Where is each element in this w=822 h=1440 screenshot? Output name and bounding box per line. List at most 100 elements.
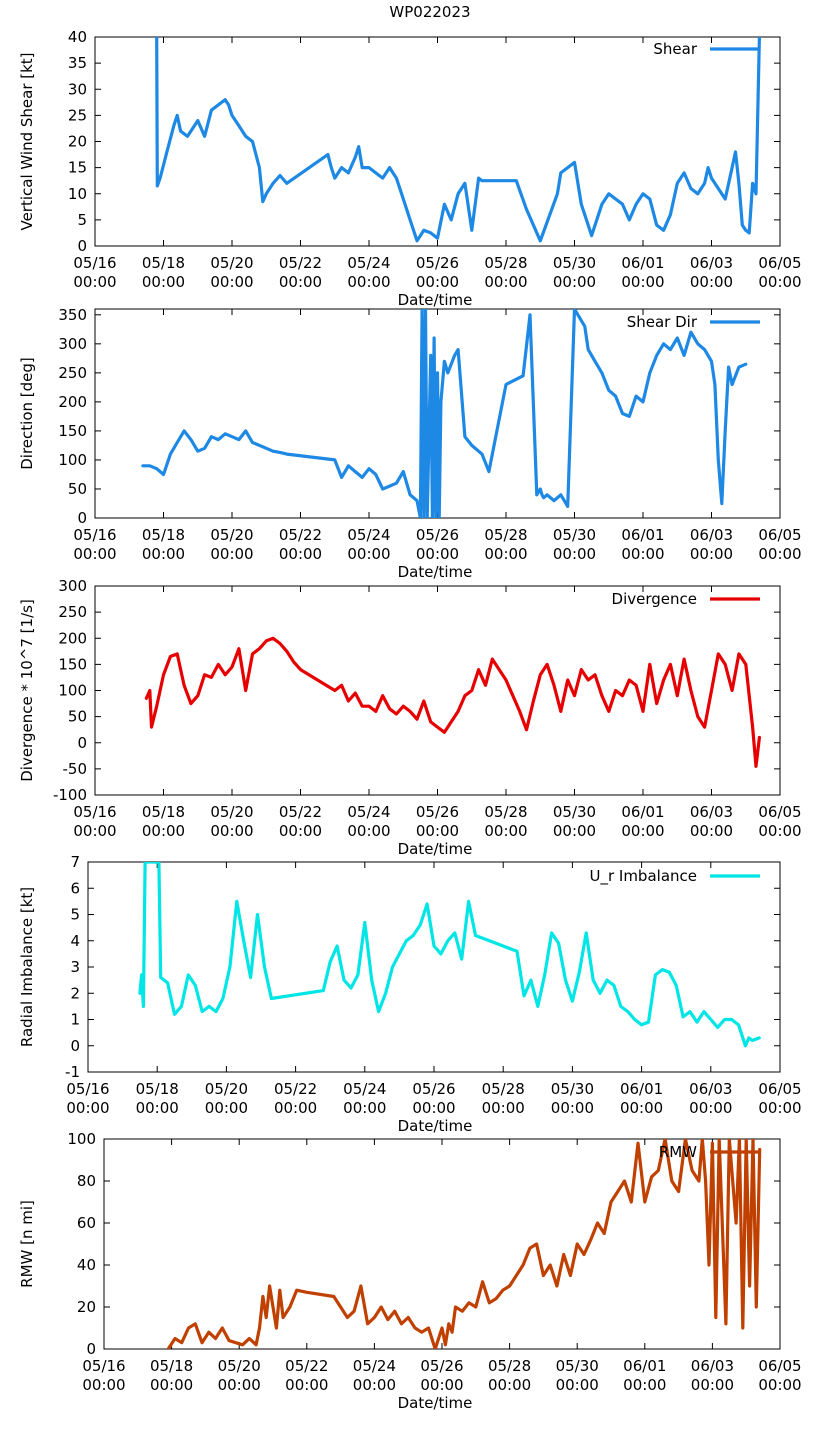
y-tick-label: 100	[58, 682, 87, 700]
x-tick-label: 05/18 00:00	[150, 1357, 193, 1394]
series-line-divergence	[144, 636, 762, 768]
x-tick-label: 06/05 00:00	[758, 254, 801, 291]
y-axis-label: Divergence * 10^7 [1/s]	[18, 599, 36, 782]
y-tick-label: 300	[58, 335, 87, 353]
y-axis-label: Radial Imbalance [kt]	[18, 887, 36, 1047]
y-axis-label: Vertical Wind Shear [kt]	[18, 52, 36, 230]
y-tick-label: 30	[68, 80, 87, 98]
x-tick-label: 05/30 00:00	[556, 1357, 599, 1394]
x-tick-label: 05/16 00:00	[73, 526, 116, 563]
y-tick-label: 5	[70, 906, 80, 924]
chart-1: 0 5 10 15 20 25 30 35 40 05/16 00:00 05/18 00:00 05/2…	[18, 28, 802, 309]
chart-5: 0 20 40 60 80 100 05/16 00:00 05/18 00:00 05/20 00:…	[18, 1130, 802, 1412]
y-tick-label: 300	[58, 577, 87, 595]
y-tick-label: 0	[86, 1340, 96, 1358]
y-tick-label: 10	[68, 185, 87, 203]
series-line-shear	[155, 37, 762, 243]
x-tick-label: 06/05 00:00	[758, 526, 801, 563]
y-tick-label: 3	[70, 958, 80, 976]
y-tick-label: 200	[58, 393, 87, 411]
x-tick-label: 05/28 00:00	[484, 803, 527, 840]
chart-3: -100 -50 0 50 100 150 200 250 300 05/16 00:00 05/18…	[18, 577, 802, 858]
legend-label: RMW	[659, 1143, 697, 1161]
y-axis-label: RMW [n mi]	[18, 1200, 36, 1288]
y-tick-label: 20	[77, 1298, 96, 1316]
plot-frame	[94, 36, 781, 247]
y-tick-label: 250	[58, 364, 87, 382]
plot-frame	[103, 1138, 781, 1350]
x-tick-label: 05/28 00:00	[482, 1080, 525, 1117]
y-tick-label: 100	[58, 451, 87, 469]
y-tick-label: 6	[70, 879, 80, 897]
y-tick-label: -100	[53, 786, 87, 804]
y-tick-label: 40	[68, 28, 87, 46]
x-tick-label: 05/22 00:00	[279, 526, 322, 563]
x-tick-label: 06/01 00:00	[621, 803, 664, 840]
x-tick-label: 05/18 00:00	[142, 803, 185, 840]
y-tick-label: 15	[68, 159, 87, 177]
y-axis-label: Direction [deg]	[18, 357, 36, 470]
x-tick-label: 05/24 00:00	[353, 1357, 396, 1394]
y-tick-label: -50	[63, 760, 88, 778]
y-tick-label: 0	[77, 237, 87, 255]
x-tick-label: 06/01 00:00	[621, 526, 664, 563]
y-tick-label: 5	[77, 211, 87, 229]
x-tick-label: 05/18 00:00	[136, 1080, 179, 1117]
x-tick-label: 05/16 00:00	[73, 254, 116, 291]
y-tick-label: 2	[70, 984, 80, 1002]
x-tick-label: 05/24 00:00	[347, 526, 390, 563]
x-tick-label: 05/20 00:00	[205, 1080, 248, 1117]
x-tick-label: 05/16 00:00	[66, 1080, 109, 1117]
y-tick-label: 150	[58, 655, 87, 673]
y-tick-label: 0	[77, 734, 87, 752]
x-tick-label: 05/26 00:00	[416, 803, 459, 840]
chart-2: 0 50 100 150 200 250 300 350 05/16 00:00 05/18 00:0…	[18, 306, 802, 581]
x-axis-label: Date/time	[398, 291, 473, 309]
y-tick-label: 150	[58, 422, 87, 440]
y-tick-label: 1	[70, 1011, 80, 1029]
x-tick-label: 05/22 00:00	[285, 1357, 328, 1394]
x-tick-label: 05/28 00:00	[484, 254, 527, 291]
y-tick-label: 100	[67, 1130, 96, 1148]
x-axis-label: Date/time	[398, 840, 473, 858]
y-tick-label: 60	[77, 1214, 96, 1232]
x-tick-label: 06/03 00:00	[690, 254, 733, 291]
x-tick-label: 05/24 00:00	[343, 1080, 386, 1117]
y-tick-label: 35	[68, 54, 87, 72]
x-tick-label: 05/30 00:00	[553, 803, 596, 840]
x-axis-label: Date/time	[398, 1394, 473, 1412]
x-tick-label: 05/30 00:00	[553, 254, 596, 291]
y-tick-label: -1	[65, 1063, 80, 1081]
x-tick-label: 05/24 00:00	[347, 803, 390, 840]
y-tick-label: 350	[58, 306, 87, 324]
series-line-rmw	[166, 1139, 762, 1349]
x-tick-label: 05/22 00:00	[279, 803, 322, 840]
x-tick-label: 06/01 00:00	[623, 1357, 666, 1394]
x-tick-label: 06/03 00:00	[689, 1080, 732, 1117]
series-line-shear-dir	[141, 309, 748, 518]
y-tick-label: 0	[77, 509, 87, 527]
x-tick-label: 05/26 00:00	[420, 1357, 463, 1394]
series-line-u-r-imbalance	[138, 862, 761, 1048]
x-tick-label: 05/26 00:00	[416, 254, 459, 291]
figure-title: WP022023	[389, 3, 470, 21]
x-tick-label: 06/05 00:00	[758, 1357, 801, 1394]
x-tick-label: 06/03 00:00	[690, 526, 733, 563]
x-tick-label: 06/03 00:00	[690, 803, 733, 840]
y-tick-label: 25	[68, 106, 87, 124]
chart-4: -1 0 1 2 3 4 5 6 7 05/16 00:00 05/18 00:00 05/20 00:00…	[18, 853, 802, 1135]
x-tick-label: 05/20 00:00	[210, 803, 253, 840]
x-tick-label: 05/20 00:00	[210, 526, 253, 563]
x-tick-label: 05/20 00:00	[218, 1357, 261, 1394]
plot-frame	[87, 861, 781, 1073]
y-tick-label: 50	[68, 480, 87, 498]
x-tick-label: 05/24 00:00	[347, 254, 390, 291]
legend-label: Shear	[653, 40, 697, 58]
y-tick-label: 80	[77, 1172, 96, 1190]
x-tick-label: 05/16 00:00	[82, 1357, 125, 1394]
x-tick-label: 05/26 00:00	[416, 526, 459, 563]
legend-label: Shear Dir	[627, 313, 698, 331]
x-tick-label: 05/16 00:00	[73, 803, 116, 840]
x-tick-label: 06/05 00:00	[758, 803, 801, 840]
x-tick-label: 06/05 00:00	[758, 1080, 801, 1117]
